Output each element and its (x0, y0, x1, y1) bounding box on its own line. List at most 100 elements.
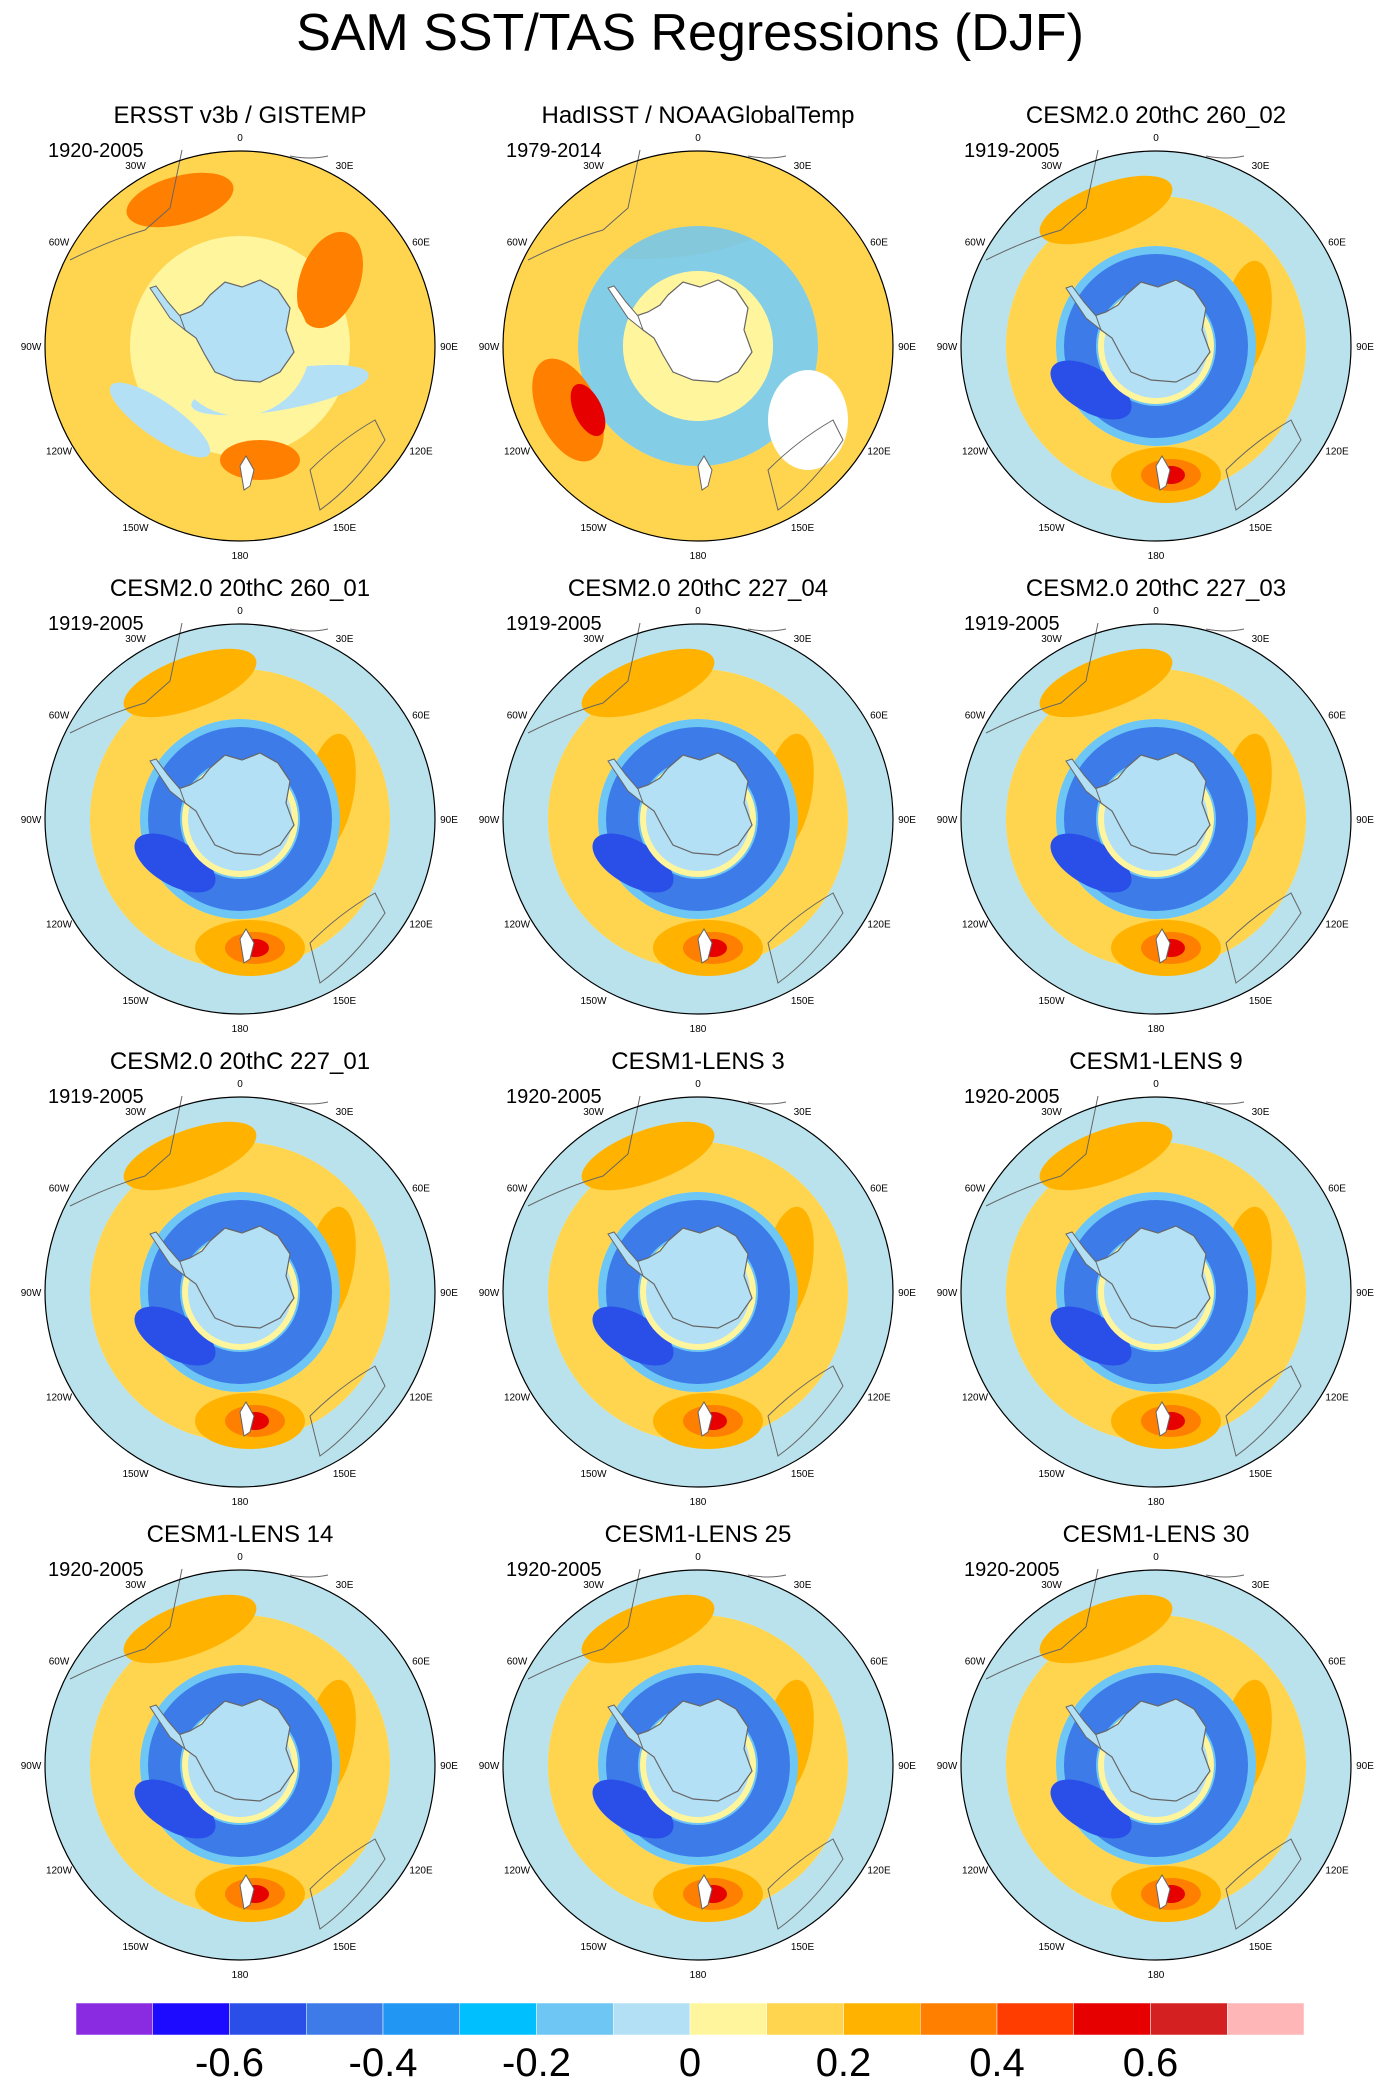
longitude-label: 150W (1038, 523, 1065, 534)
panel-period: 1979-2014 (506, 140, 602, 162)
antarctic-peninsula (149, 285, 187, 332)
map-panel: 0 30E 60E 90E 120E 150E 180 150W 120W 90W 60W 30W CE… (468, 563, 928, 1037)
longitude-label: 0 (237, 133, 243, 144)
longitude-label: 150W (580, 1469, 607, 1480)
longitude-label: 150E (333, 996, 357, 1007)
longitude-label: 0 (237, 606, 243, 617)
south-america-coast (527, 149, 641, 261)
longitude-label: 0 (695, 1079, 701, 1090)
africa-coast (747, 1574, 787, 1578)
colorbar-swatch (996, 2003, 1074, 2035)
antarctic-peninsula (149, 1231, 187, 1278)
australia-coast (1225, 1365, 1302, 1457)
longitude-label: 90E (1356, 815, 1374, 826)
longitude-label: 180 (690, 551, 707, 562)
new-zealand-land (239, 928, 255, 964)
positive-ring (90, 1615, 390, 1915)
longitude-label: 90W (21, 1761, 42, 1772)
longitude-label: 120E (409, 1866, 433, 1877)
polar-map: 0 30E 60E 90E 120E 150E 180 150W 120W 90W 60W 30W (21, 1079, 459, 1508)
australia-coast (767, 1365, 844, 1457)
south-america-coast (69, 622, 183, 734)
positive-anomaly (1039, 1121, 1173, 1191)
colorbar-swatch (1073, 2003, 1151, 2035)
polar-map: 0 30E 60E 90E 120E 150E 180 150W 120W 90W 60W 30W (21, 606, 459, 1035)
longitude-label: 180 (232, 551, 249, 562)
positive-ring (548, 1615, 848, 1915)
positive-anomaly (532, 358, 604, 462)
longitude-label: 30W (1041, 1107, 1062, 1118)
longitude-label: 90W (479, 1288, 500, 1299)
longitude-label: 120E (409, 1393, 433, 1404)
longitude-label: 30W (1041, 634, 1062, 645)
panel-period: 1919-2005 (964, 613, 1060, 635)
map-border (502, 150, 894, 542)
australia-coast (309, 892, 386, 984)
panel-title: CESM2.0 20thC 227_04 (567, 575, 829, 602)
longitude-label: 150E (1249, 1942, 1273, 1953)
longitude-label: 30E (1252, 161, 1270, 172)
longitude-label: 60W (507, 711, 528, 722)
africa-coast (1205, 155, 1245, 159)
longitude-label: 90W (937, 342, 958, 353)
longitude-label: 180 (1148, 1497, 1165, 1508)
longitude-label: 120W (504, 1866, 531, 1877)
australia-coast (1225, 1838, 1302, 1930)
colorbar-swatch (459, 2003, 537, 2035)
negative-anomaly-peak (592, 1779, 674, 1839)
longitude-label: 30W (583, 634, 604, 645)
longitude-label: 150W (122, 523, 149, 534)
longitude-label: 30E (1252, 1580, 1270, 1591)
positive-ring (548, 669, 848, 969)
map-border (44, 623, 436, 1015)
longitude-label: 90E (440, 1761, 458, 1772)
negative-anomaly-peak (1050, 1779, 1132, 1839)
south-america-coast (985, 622, 1099, 734)
colorbar-svg (76, 2003, 1304, 2035)
longitude-label: 30W (583, 161, 604, 172)
colorbar-swatch (1227, 2003, 1304, 2035)
new-zealand-land (1155, 1874, 1171, 1910)
longitude-label: 180 (232, 1497, 249, 1508)
longitude-label: 60W (965, 1184, 986, 1195)
longitude-label: 30E (1252, 634, 1270, 645)
longitude-label: 0 (695, 1552, 701, 1563)
longitude-label: 0 (695, 133, 701, 144)
longitude-label: 60E (1328, 1184, 1346, 1195)
colorbar-swatch (382, 2003, 460, 2035)
colorbar-tick-label: 0 (678, 2041, 702, 2085)
longitude-label: 60W (965, 238, 986, 249)
map-panel: 0 30E 60E 90E 120E 150E 180 150W 120W 90W 60W 30W ER… (10, 90, 470, 564)
map-border (960, 1569, 1352, 1961)
australia-coast (1225, 892, 1302, 984)
longitude-label: 180 (232, 1024, 249, 1035)
colorbar-swatch (152, 2003, 230, 2035)
panel-title: CESM2.0 20thC 227_01 (109, 1048, 371, 1075)
longitude-label: 120E (867, 1866, 891, 1877)
new-zealand-land (697, 1401, 713, 1437)
negative-anomaly-peak (134, 1779, 216, 1839)
panel-period: 1920-2005 (964, 1086, 1060, 1108)
australia-coast (309, 419, 386, 511)
antarctic-peninsula (607, 285, 645, 332)
africa-coast (1205, 1101, 1245, 1105)
longitude-label: 180 (1148, 1970, 1165, 1981)
negative-anomaly-peak (592, 1306, 674, 1366)
longitude-label: 120E (1325, 1866, 1349, 1877)
negative-anomaly-peak (1050, 360, 1132, 420)
missing-data (768, 370, 848, 470)
antarctic-peninsula (149, 758, 187, 805)
longitude-label: 60E (412, 1657, 430, 1668)
australia-coast (767, 1838, 844, 1930)
positive-anomaly (123, 1594, 257, 1664)
longitude-label: 0 (1153, 606, 1159, 617)
positive-ring (1006, 1142, 1306, 1442)
south-america-coast (527, 1095, 641, 1207)
south-america-coast (985, 1568, 1099, 1680)
positive-anomaly (297, 231, 363, 329)
map-border (502, 1096, 894, 1488)
longitude-label: 30W (583, 1580, 604, 1591)
positive-ring (90, 1142, 390, 1442)
longitude-label: 60W (965, 711, 986, 722)
map-border (960, 1096, 1352, 1488)
